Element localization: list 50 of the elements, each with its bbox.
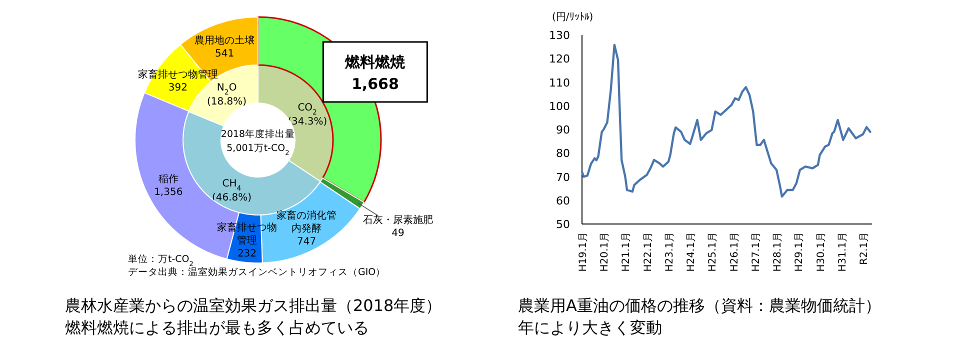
text: 年により大きく変動 — [518, 318, 662, 337]
y-tick-label: 110 — [549, 76, 570, 90]
x-tick-label: H24.1月 — [686, 232, 698, 272]
slice-label: 農用地の土壌 — [194, 34, 255, 46]
x-tick-label: H22.1月 — [642, 232, 654, 272]
slice-label: 家畜の消化管内発酵 — [276, 209, 337, 234]
text: 燃料燃焼による排出が最も多く占めている — [65, 318, 369, 337]
text: 農林水産業からの温室効果ガス排出量（2018年度） — [65, 296, 442, 315]
data-label: 49 — [392, 228, 404, 240]
slice-label: 石灰・尿素施肥 — [362, 214, 433, 226]
slice-label: CH$_{4}$ — [222, 178, 242, 192]
slice-label: N$_{2}$O — [216, 82, 237, 97]
text: 5,001万t-CO$_{2}$ — [226, 143, 290, 157]
slice-label: 燃料燃焼 — [344, 52, 406, 71]
data-label: 747 — [296, 236, 316, 248]
data-label: 1,668 — [351, 74, 399, 93]
y-tick-label: 130 — [549, 29, 570, 42]
x-tick-label: H27.1月 — [750, 232, 762, 272]
x-tick-label: H19.1月 — [578, 232, 589, 272]
x-tick-label: R2.1月 — [858, 232, 870, 265]
y-tick-label: 120 — [549, 52, 570, 66]
x-tick-label: H25.1月 — [708, 232, 719, 272]
text: 2018年度排出量 — [220, 128, 296, 140]
x-tick-label: H21.1月 — [621, 232, 632, 272]
text: 単位：万t-CO$_{2}$ — [128, 253, 194, 268]
text: データ出典：温室効果ガスインベントリオフィス（GIO） — [128, 266, 386, 278]
text: 農業用A重油の価格の推移（資料：農業物価統計） — [518, 296, 881, 315]
data-label: (46.8%) — [212, 192, 252, 204]
slice-label: 稲作 — [158, 174, 178, 185]
line-series — [580, 44, 872, 198]
x-tick-label: H23.1月 — [664, 232, 676, 272]
y-tick-label: 80 — [556, 147, 570, 160]
data-label: 541 — [215, 48, 234, 60]
y-tick-label: 90 — [556, 124, 570, 136]
data-label: 232 — [237, 248, 257, 260]
x-tick-label: H30.1月 — [816, 232, 827, 272]
data-label: 1,356 — [154, 186, 183, 198]
x-tick-label: H29.1月 — [794, 232, 806, 272]
slice-label: CO$_{2}$ — [298, 102, 318, 117]
x-tick-label: H31.1月 — [837, 232, 848, 272]
y-tick-label: 50 — [556, 218, 570, 231]
x-tick-label: H28.1月 — [772, 232, 784, 272]
y-tick-label: 100 — [549, 100, 570, 113]
data-label: 392 — [168, 82, 188, 94]
y-axis-title: (円/ﾘｯﾄﾙ) — [552, 12, 594, 23]
y-tick-label: 60 — [556, 194, 570, 208]
y-tick-label: 70 — [556, 170, 570, 184]
x-tick-label: H26.1月 — [729, 232, 740, 272]
data-label: (18.8%) — [207, 96, 247, 108]
x-tick-label: H20.1月 — [600, 232, 611, 272]
